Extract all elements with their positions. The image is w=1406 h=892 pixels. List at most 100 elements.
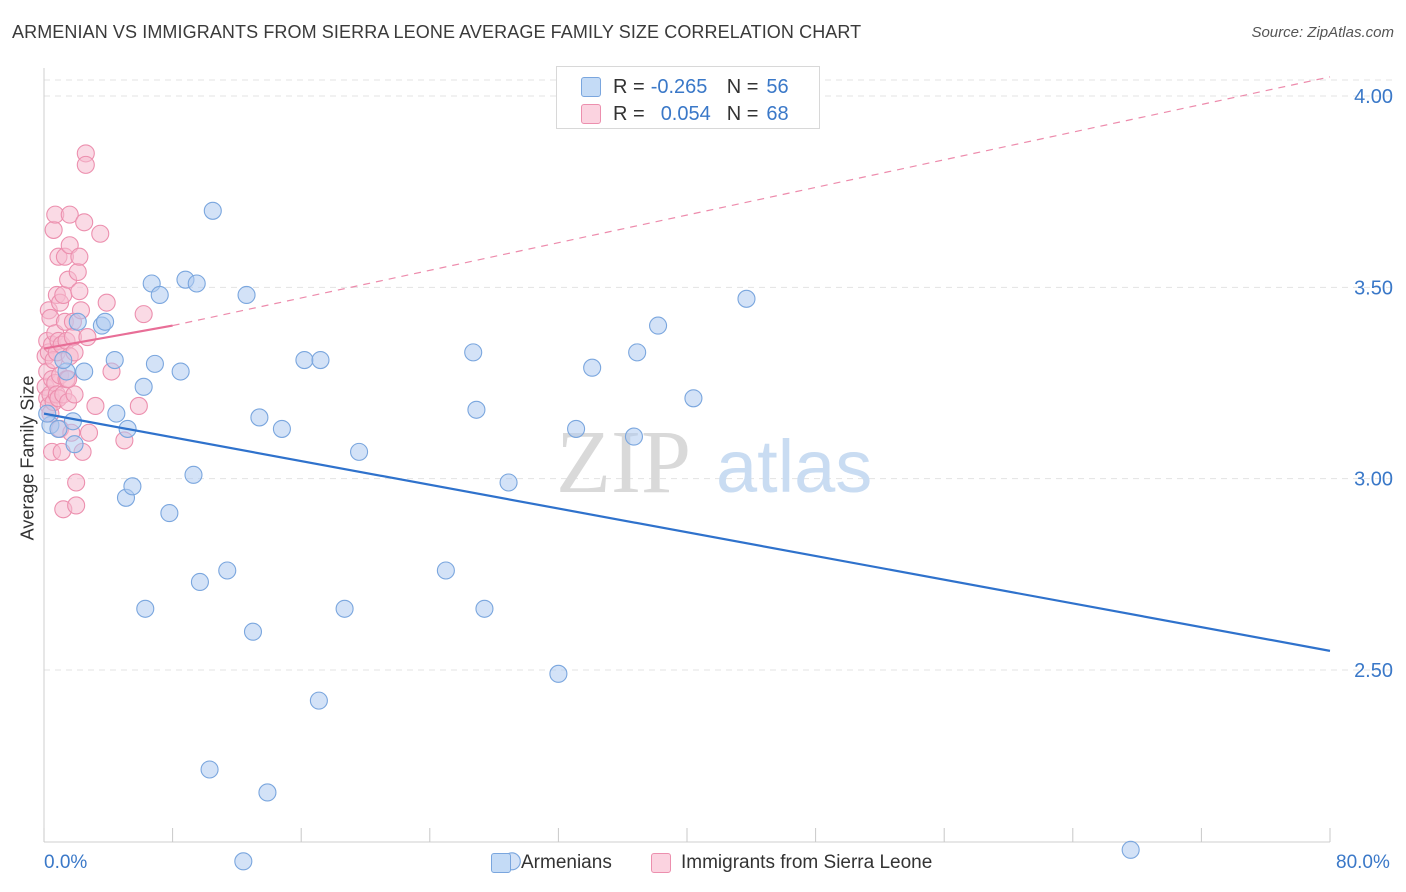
stats-legend: R = -0.265 N = 56 R = 0.054 N = 68 [556, 66, 820, 129]
n-label: N = [726, 102, 759, 125]
sierra-leone-point [68, 262, 87, 282]
sierra-leone-point [60, 205, 79, 224]
sierra-leone-point [91, 224, 110, 243]
r-value: 0.054 [660, 102, 711, 125]
armenians-point [203, 201, 222, 220]
armenians-point [467, 400, 486, 419]
armenians-point [311, 350, 330, 370]
armenians-point [499, 473, 518, 492]
legend-item-sierra-leone: Immigrants from Sierra Leone [651, 852, 932, 874]
armenians-point [49, 419, 68, 438]
y-tick-label: 3.00 [1354, 469, 1393, 491]
armenians-trend-line [43, 412, 1331, 652]
sierra-leone-point [70, 247, 89, 266]
grid-lines [44, 79, 1392, 671]
sierra-leone-point [86, 396, 105, 416]
armenians-point [150, 285, 169, 305]
armenians-point [190, 572, 209, 592]
x-min-label: 0.0% [44, 852, 88, 873]
sierra-leone-point [67, 473, 86, 492]
armenians-point [160, 504, 179, 523]
armenians-point [200, 760, 219, 779]
source-label: Source: ZipAtlas.com [1251, 24, 1394, 41]
n-label: N = [726, 75, 759, 98]
legend-item-armenians: Armenians [491, 852, 612, 874]
armenians-point [136, 599, 155, 618]
stats-legend-row-armenians: R = -0.265 N = 56 [581, 75, 789, 99]
armenians-point [243, 622, 263, 641]
sierra-leone-trend-line [43, 324, 173, 350]
armenians-point [68, 312, 87, 331]
y-tick-label: 4.00 [1354, 86, 1393, 108]
armenians-point [250, 408, 269, 427]
armenians-point [737, 289, 756, 308]
sierra-leone-point [54, 285, 73, 305]
r-value: -0.265 [650, 75, 708, 98]
armenians-point [335, 599, 354, 618]
armenians-point [218, 561, 237, 580]
armenians-point [63, 412, 82, 431]
armenians-point [54, 350, 73, 370]
watermark-atlas: atlas [716, 425, 872, 508]
armenians-point [309, 691, 328, 710]
armenians-point [628, 343, 647, 362]
armenians-point [649, 316, 668, 335]
n-value: 56 [766, 75, 789, 98]
pink-swatch [651, 853, 671, 873]
y-tick-label: 3.50 [1354, 277, 1393, 299]
legend-label: Armenians [521, 852, 612, 873]
sierra-leone-trend-extension [172, 76, 1331, 327]
armenians-point [105, 350, 124, 370]
armenians-point [123, 477, 142, 496]
n-value: 68 [766, 102, 789, 125]
x-max-label: 80.0% [1336, 852, 1390, 873]
armenians-point [295, 350, 314, 370]
sierra-leone-point [78, 328, 97, 347]
armenians-point [475, 599, 494, 618]
armenians-point [684, 389, 703, 408]
trend-lines [43, 76, 1331, 652]
armenians-point [624, 427, 644, 446]
armenians-point [549, 664, 568, 683]
armenians-point [65, 435, 84, 454]
armenians-point [567, 419, 586, 438]
armenians-point [1121, 840, 1140, 859]
armenians-point [234, 852, 253, 871]
armenians-point [187, 274, 206, 293]
armenians-point [184, 465, 203, 484]
armenians-point [350, 442, 369, 461]
armenians-point [464, 343, 483, 362]
armenians-point [145, 354, 164, 373]
armenians-point [258, 783, 277, 802]
blue-swatch [491, 853, 511, 873]
armenians-point [96, 312, 115, 331]
sierra-leone-point [76, 155, 95, 174]
r-label: R = [613, 75, 645, 98]
y-axis-label: Average Family Size [17, 375, 38, 541]
sierra-leone-point [97, 293, 116, 312]
pink-swatch [581, 104, 601, 124]
armenians-point [171, 362, 190, 381]
sierra-leone-point [44, 220, 63, 239]
sierra-leone-point [70, 282, 89, 301]
sierra-leone-point [129, 396, 148, 416]
series-armenians-points [38, 201, 1140, 871]
armenians-point [272, 419, 291, 438]
chart-title: ARMENIAN VS IMMIGRANTS FROM SIERRA LEONE… [12, 22, 862, 42]
armenians-point [75, 362, 94, 381]
sierra-leone-point [134, 305, 153, 324]
sierra-leone-point [65, 385, 84, 404]
sierra-leone-point [75, 213, 94, 232]
y-tick-labels: 2.50 3.00 3.50 4.00 [1354, 86, 1393, 682]
armenians-point [107, 404, 126, 423]
armenians-point [583, 358, 602, 377]
sierra-leone-point [67, 496, 86, 515]
stats-legend-row-sierra-leone: R = 0.054 N = 68 [581, 102, 789, 126]
armenians-point [436, 561, 455, 580]
sierra-leone-point [79, 423, 99, 442]
y-tick-label: 2.50 [1354, 660, 1393, 682]
armenians-point [134, 377, 153, 396]
watermark: ZIP atlas [556, 413, 872, 512]
legend-label: Immigrants from Sierra Leone [681, 852, 933, 873]
